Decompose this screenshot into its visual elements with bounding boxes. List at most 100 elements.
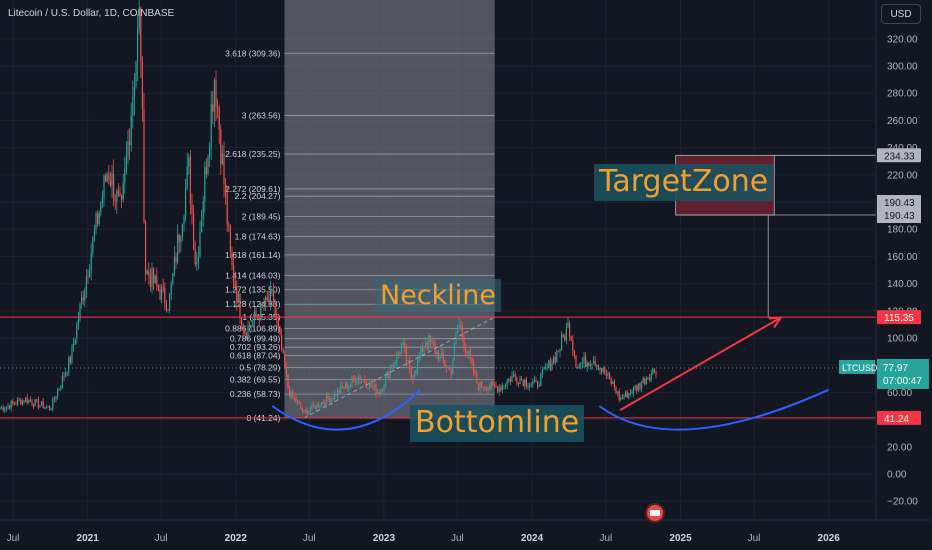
candle-body[interactable]: [50, 409, 52, 411]
candle-body[interactable]: [322, 402, 324, 404]
candle-body[interactable]: [308, 410, 310, 415]
candle-body[interactable]: [297, 402, 299, 403]
candle-body[interactable]: [52, 398, 54, 410]
candle-body[interactable]: [650, 373, 652, 381]
candle-body[interactable]: [161, 287, 163, 300]
candle-body[interactable]: [353, 376, 355, 380]
candle-body[interactable]: [609, 373, 611, 379]
candle-body[interactable]: [289, 387, 291, 398]
candle-body[interactable]: [530, 384, 532, 386]
candle-body[interactable]: [98, 212, 100, 225]
candle-body[interactable]: [511, 375, 513, 382]
candle-body[interactable]: [498, 387, 500, 392]
candle-body[interactable]: [505, 385, 507, 387]
candle-body[interactable]: [618, 391, 620, 400]
candle-body[interactable]: [441, 352, 443, 355]
candle-body[interactable]: [277, 319, 279, 328]
currency-button[interactable]: USD: [881, 4, 921, 24]
candle-body[interactable]: [199, 232, 201, 257]
candle-body[interactable]: [487, 387, 489, 391]
candle-body[interactable]: [636, 386, 638, 391]
candle-body[interactable]: [60, 386, 62, 389]
candle-body[interactable]: [634, 386, 636, 387]
candle-body[interactable]: [412, 378, 414, 381]
candle-body[interactable]: [405, 347, 407, 362]
candle-body[interactable]: [421, 346, 423, 352]
candle-body[interactable]: [345, 382, 347, 389]
candle-body[interactable]: [506, 380, 508, 386]
candle-body[interactable]: [49, 406, 51, 411]
candle-body[interactable]: [417, 358, 419, 371]
candle-body[interactable]: [324, 403, 326, 405]
candle-body[interactable]: [29, 399, 31, 402]
candle-body[interactable]: [410, 368, 412, 379]
candle-body[interactable]: [145, 222, 147, 274]
candle-body[interactable]: [213, 80, 215, 112]
candle-body[interactable]: [210, 104, 212, 148]
fib-trend-line[interactable]: [303, 316, 495, 419]
candle-body[interactable]: [223, 153, 225, 184]
candle-body[interactable]: [653, 368, 655, 373]
candle-body[interactable]: [548, 360, 550, 368]
candle-body[interactable]: [541, 369, 543, 374]
candle-body[interactable]: [604, 367, 606, 375]
candle-body[interactable]: [431, 341, 433, 343]
candle-body[interactable]: [593, 360, 595, 364]
candle-body[interactable]: [652, 368, 654, 374]
candle-body[interactable]: [2, 407, 4, 411]
candle-body[interactable]: [356, 381, 358, 384]
candle-body[interactable]: [385, 376, 387, 387]
candle-body[interactable]: [100, 203, 102, 213]
candle-body[interactable]: [188, 156, 190, 167]
candle-body[interactable]: [7, 405, 9, 407]
candle-body[interactable]: [0, 408, 1, 410]
candle-body[interactable]: [389, 368, 391, 379]
candle-body[interactable]: [570, 336, 572, 341]
candle-body[interactable]: [474, 372, 476, 374]
candle-body[interactable]: [335, 393, 337, 397]
candle-body[interactable]: [501, 385, 503, 391]
candle-body[interactable]: [514, 374, 516, 378]
candle-body[interactable]: [621, 397, 623, 399]
candle-body[interactable]: [561, 334, 563, 349]
candle-body[interactable]: [418, 356, 420, 359]
candle-body[interactable]: [85, 276, 87, 291]
candle-body[interactable]: [66, 372, 68, 374]
candle-body[interactable]: [493, 383, 495, 386]
candle-body[interactable]: [321, 402, 323, 407]
candle-body[interactable]: [409, 360, 411, 369]
candle-body[interactable]: [484, 388, 486, 390]
candle-body[interactable]: [125, 155, 127, 170]
candle-body[interactable]: [337, 390, 339, 397]
candle-body[interactable]: [298, 402, 300, 405]
candle-body[interactable]: [473, 361, 475, 373]
candle-body[interactable]: [543, 368, 545, 370]
candle-body[interactable]: [591, 363, 593, 365]
candle-body[interactable]: [58, 388, 60, 391]
candle-body[interactable]: [81, 297, 83, 304]
candle-body[interactable]: [183, 215, 185, 225]
candle-body[interactable]: [21, 400, 23, 405]
candle-body[interactable]: [295, 398, 297, 403]
candle-body[interactable]: [255, 311, 257, 317]
candle-body[interactable]: [74, 338, 76, 344]
candle-body[interactable]: [193, 214, 195, 250]
candle-body[interactable]: [500, 387, 502, 391]
candle-body[interactable]: [244, 331, 246, 334]
candle-body[interactable]: [637, 383, 639, 391]
candle-body[interactable]: [189, 156, 191, 204]
candle-body[interactable]: [121, 196, 123, 200]
candle-body[interactable]: [157, 284, 159, 290]
candle-body[interactable]: [140, 7, 142, 62]
candle-body[interactable]: [599, 368, 601, 371]
candle-body[interactable]: [508, 378, 510, 381]
candle-body[interactable]: [605, 374, 607, 376]
candle-body[interactable]: [402, 342, 404, 344]
candle-body[interactable]: [57, 390, 59, 398]
candle-body[interactable]: [524, 379, 526, 386]
candle-body[interactable]: [146, 270, 148, 274]
candle-body[interactable]: [10, 401, 12, 409]
candle-body[interactable]: [589, 364, 591, 367]
candle-body[interactable]: [162, 287, 164, 289]
candle-body[interactable]: [610, 378, 612, 384]
